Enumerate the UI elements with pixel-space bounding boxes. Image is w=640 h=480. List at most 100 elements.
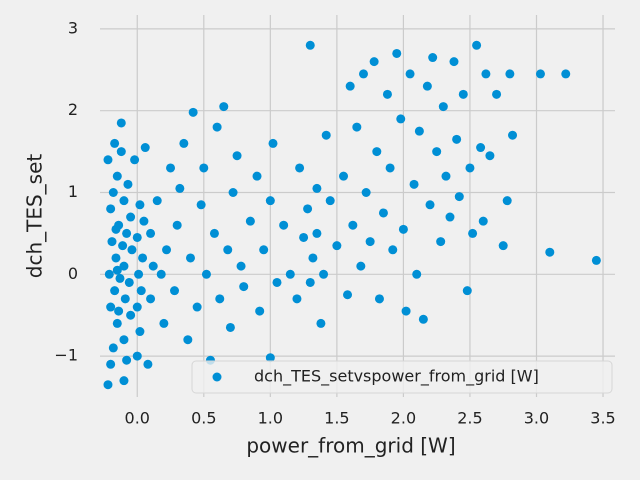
point (103, 155, 113, 165)
point (146, 294, 156, 304)
point (255, 306, 265, 316)
point (382, 89, 392, 99)
point (143, 359, 153, 369)
point (130, 155, 140, 165)
point (209, 228, 219, 238)
point (378, 208, 388, 218)
point (252, 171, 262, 181)
point (188, 107, 198, 117)
point (369, 57, 379, 67)
point (228, 188, 238, 198)
point (152, 196, 162, 206)
point (292, 294, 302, 304)
y-tick-label: 2 (68, 100, 78, 119)
point (303, 204, 313, 214)
point (132, 232, 142, 242)
point (425, 200, 435, 210)
point (245, 216, 255, 226)
point (196, 200, 206, 210)
point (325, 196, 335, 206)
point (345, 81, 355, 91)
point (295, 163, 305, 173)
point (136, 286, 146, 296)
point (308, 253, 318, 263)
point (392, 48, 402, 58)
point (428, 53, 438, 63)
point (285, 269, 295, 279)
point (146, 228, 156, 238)
point (106, 359, 116, 369)
point (535, 69, 545, 79)
point (468, 228, 478, 238)
point (372, 147, 382, 157)
point (365, 237, 375, 247)
point (179, 138, 189, 148)
point (498, 241, 508, 251)
point (438, 102, 448, 112)
point (454, 192, 464, 202)
point (148, 261, 158, 271)
point (401, 306, 411, 316)
point (139, 216, 149, 226)
point (358, 69, 368, 79)
point (343, 290, 353, 300)
x-tick-label: 1.0 (258, 409, 283, 428)
point (119, 335, 129, 345)
point (192, 302, 202, 312)
point (352, 122, 362, 132)
point (135, 327, 145, 337)
point (170, 286, 180, 296)
point (122, 355, 132, 365)
point (183, 335, 193, 345)
point (414, 126, 424, 136)
point (225, 322, 235, 332)
point (135, 200, 145, 210)
point (545, 247, 555, 257)
point (110, 286, 120, 296)
point (398, 224, 408, 234)
point (112, 318, 122, 328)
point (265, 353, 275, 363)
point (505, 69, 515, 79)
point (175, 183, 185, 193)
point (502, 196, 512, 206)
point (374, 294, 384, 304)
point (162, 245, 172, 255)
point (118, 241, 128, 251)
legend-box (191, 360, 613, 394)
x-tick-label: 2.5 (457, 409, 482, 428)
point (132, 302, 142, 312)
point (116, 147, 126, 157)
point (127, 245, 137, 255)
point (106, 302, 116, 312)
point (108, 343, 118, 353)
point (232, 151, 242, 161)
point (441, 171, 451, 181)
point (312, 228, 322, 238)
point (492, 89, 502, 99)
point (112, 265, 122, 275)
point (138, 253, 148, 263)
point (132, 351, 142, 361)
point (305, 40, 315, 50)
point (418, 314, 428, 324)
point (299, 232, 309, 242)
point (112, 171, 122, 181)
point (476, 143, 486, 153)
point (478, 216, 488, 226)
point (305, 277, 315, 287)
y-axis-label: dch_TES_set (23, 154, 47, 279)
point (356, 261, 366, 271)
point (458, 89, 468, 99)
point (236, 261, 246, 271)
point (156, 269, 166, 279)
point (114, 306, 124, 316)
x-tick-label: 1.5 (324, 409, 349, 428)
point (321, 130, 331, 140)
point (432, 147, 442, 157)
point (316, 318, 326, 328)
x-axis-label: power_from_grid [W] (246, 434, 455, 458)
point (122, 228, 132, 238)
legend-marker (212, 372, 222, 382)
point (103, 380, 113, 390)
